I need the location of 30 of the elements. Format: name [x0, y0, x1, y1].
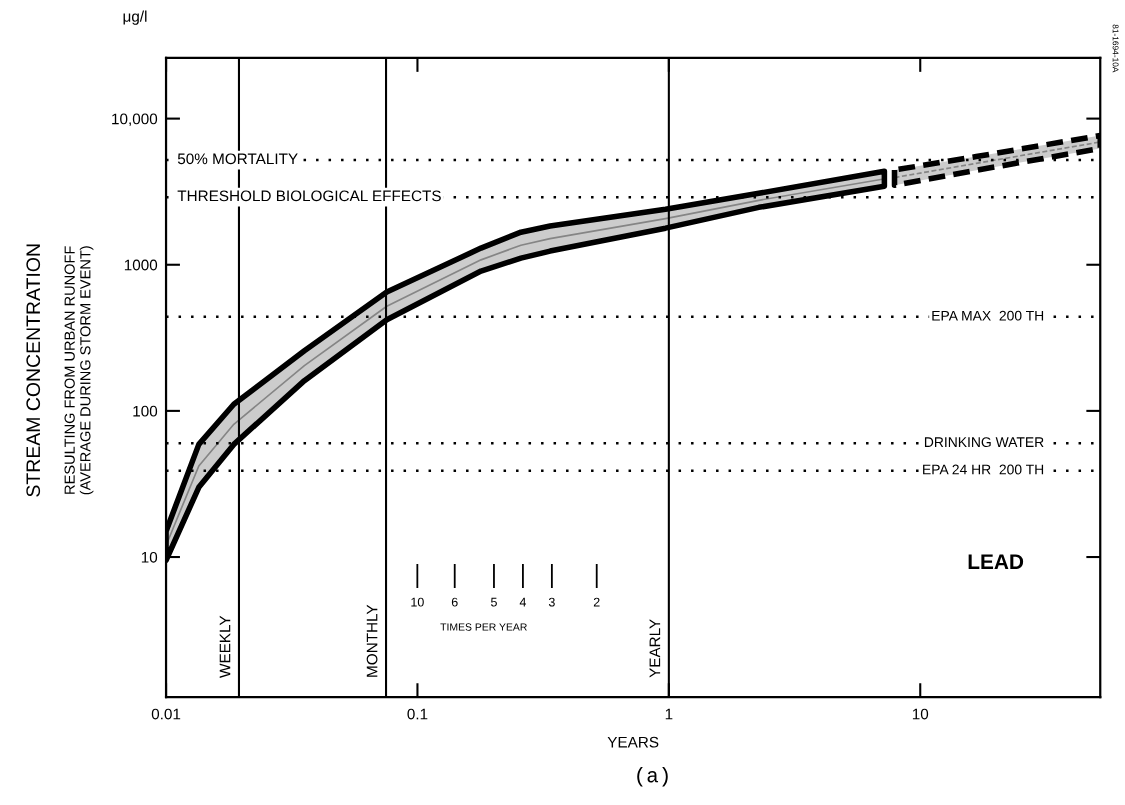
- x-tick-label: 0.1: [407, 708, 428, 720]
- x-tick-label: 1: [665, 708, 673, 720]
- x-tick-label: 0.01: [151, 708, 181, 720]
- ref-line-label: YEARLY: [649, 619, 661, 678]
- text: (a): [637, 767, 668, 787]
- annotation: 2: [593, 597, 600, 607]
- text: STREAM CONCENTRATION: [26, 244, 41, 497]
- ref-line-label: WEEKLY: [219, 615, 231, 678]
- y-tick-label: 1000: [124, 259, 158, 271]
- x-axis-title: YEARS: [607, 736, 659, 748]
- ref-line-label: THRESHOLD BIOLOGICAL EFFECTS: [177, 190, 441, 202]
- ref-line-label: MONTHLY: [366, 604, 378, 677]
- annotation: LEAD: [968, 554, 1024, 569]
- text: μg/l: [123, 10, 147, 25]
- annotation: TIMES PER YEAR: [440, 623, 527, 631]
- x-tick-label: 10: [912, 708, 929, 720]
- annotation: 6: [451, 597, 458, 607]
- ref-line-label: EPA MAX 200 TH: [932, 310, 1044, 321]
- text: RESULTING FROM URBAN RUNOFF (AVERAGE DURING STORM EVENT): [64, 246, 94, 495]
- text: 81-1694-10A: [1112, 24, 1119, 73]
- annotation: 10: [411, 597, 424, 607]
- annotation: 4: [519, 597, 527, 607]
- ref-line-label: 50% MORTALITY: [177, 153, 298, 165]
- y-tick-label: 10: [141, 551, 158, 563]
- ref-line-label: EPA 24 HR 200 TH: [923, 464, 1044, 475]
- annotation: 5: [490, 597, 497, 607]
- y-tick-label: 100: [133, 405, 158, 417]
- y-tick-label: 10,000: [112, 113, 158, 127]
- ref-line-label: DRINKING WATER: [924, 437, 1044, 448]
- annotation: 3: [548, 597, 555, 607]
